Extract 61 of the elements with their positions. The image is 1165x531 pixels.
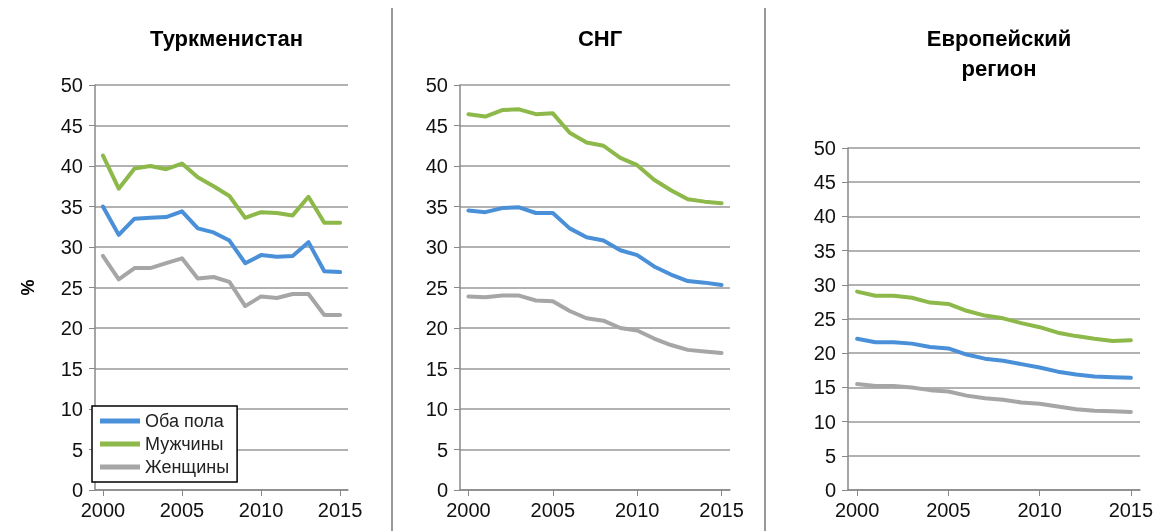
y-tick-label: 0 (71, 479, 83, 501)
y-tick-label: 40 (813, 205, 836, 228)
x-tick-label: 2005 (159, 499, 205, 521)
line-series (100, 204, 343, 275)
x-tick-label: 2005 (926, 499, 971, 521)
line-series (466, 293, 724, 356)
y-tick-label: 20 (813, 342, 836, 365)
y-tick-label: 35 (813, 239, 836, 262)
y-tick-label: 5 (436, 438, 448, 461)
legend-label: Женщины (145, 457, 230, 477)
x-tick-label: 2010 (1017, 499, 1062, 521)
y-tick-label: 0 (824, 479, 836, 501)
y-tick-label: 20 (60, 317, 83, 339)
y-tick-label: 10 (813, 410, 836, 433)
x-tick-label: 2010 (614, 499, 660, 521)
line-series (855, 336, 1133, 380)
y-tick-label: 35 (60, 195, 83, 218)
x-tick-label: 2015 (1108, 499, 1154, 521)
x-tick-label: 2010 (238, 499, 284, 521)
line-series (100, 153, 343, 225)
y-tick-label: 0 (436, 479, 448, 501)
y-tick-label: 30 (60, 236, 83, 258)
y-tick-label: 50 (425, 74, 448, 96)
y-tick-label: 40 (425, 155, 448, 177)
x-tick-label: 2000 (80, 499, 126, 521)
y-tick-label: 15 (813, 376, 836, 399)
line-series (466, 205, 724, 288)
y-tick-label: 5 (71, 438, 83, 461)
y-tick-label: 30 (813, 273, 836, 296)
y-tick-label: 35 (425, 195, 448, 218)
chart-title: СНГ (577, 25, 623, 51)
y-tick-label: 25 (813, 308, 836, 330)
chart-title: Туркменистан (150, 25, 303, 51)
y-tick-label: 20 (425, 317, 448, 339)
x-tick-label: 2000 (446, 499, 491, 521)
legend-label: Оба пола (145, 411, 225, 431)
x-tick-label: 2000 (834, 499, 880, 521)
y-tick-label: 45 (60, 114, 83, 137)
y-tick-label: 40 (60, 155, 83, 177)
y-tick-label: 15 (60, 357, 83, 380)
y-axis-title: % (18, 279, 38, 296)
x-tick-label: 2005 (530, 499, 576, 521)
y-tick-label: 25 (425, 276, 448, 299)
chart-title: Европейский регион (926, 25, 1072, 81)
y-tick-label: 15 (425, 357, 448, 380)
y-tick-label: 5 (824, 444, 836, 467)
line-series (855, 289, 1133, 343)
y-tick-label: 45 (813, 171, 836, 194)
y-tick-label: 30 (425, 236, 448, 258)
legend-label: Мужчины (145, 434, 224, 454)
x-tick-label: 2015 (699, 499, 744, 521)
line-series (855, 381, 1133, 415)
y-tick-label: 10 (60, 398, 83, 420)
line-series (100, 253, 343, 318)
y-tick-label: 50 (60, 74, 83, 96)
y-tick-label: 50 (813, 137, 836, 159)
y-tick-label: 45 (425, 114, 448, 137)
line-series (466, 107, 724, 206)
x-tick-label: 2015 (317, 499, 363, 521)
y-tick-label: 10 (425, 398, 448, 420)
y-tick-label: 25 (60, 276, 83, 299)
